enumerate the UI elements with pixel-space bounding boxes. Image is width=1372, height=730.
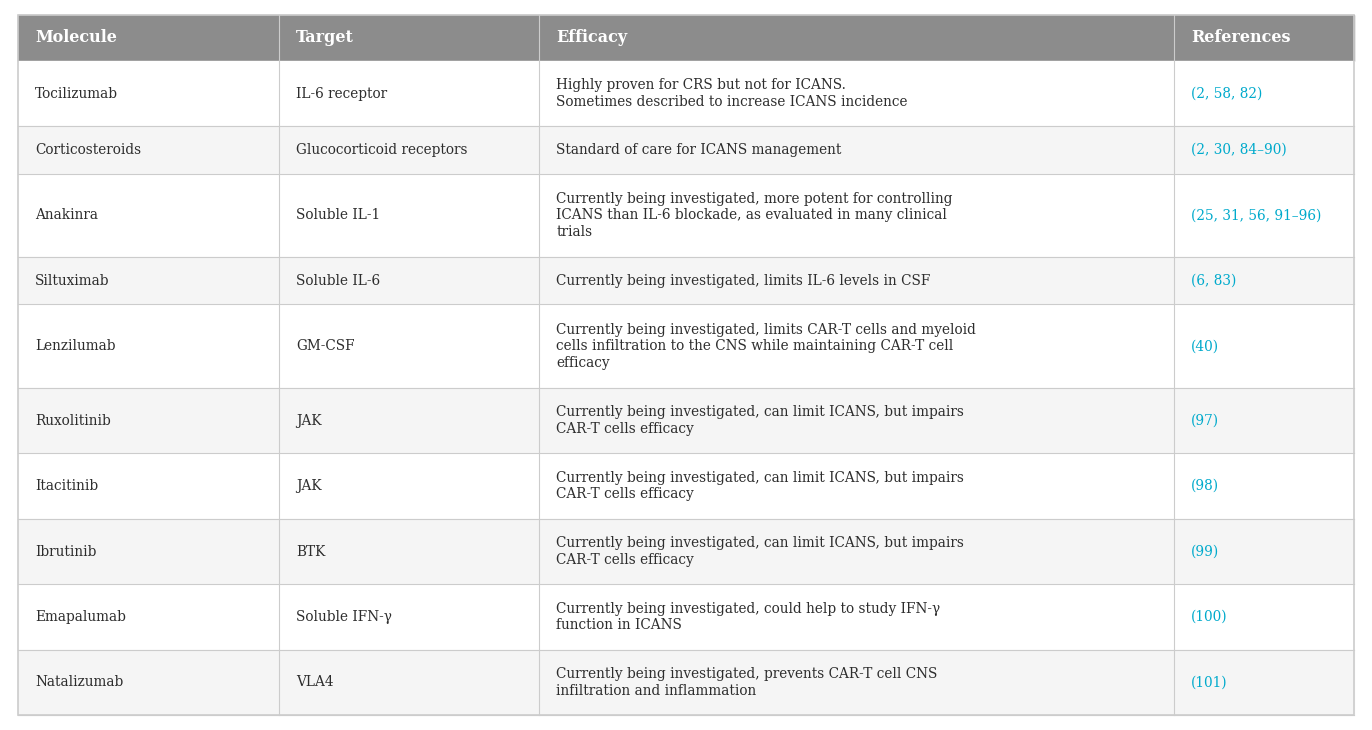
Text: (97): (97) xyxy=(1191,414,1220,428)
Text: CAR-T cells efficacy: CAR-T cells efficacy xyxy=(557,488,694,502)
Text: Ruxolitinib: Ruxolitinib xyxy=(36,414,111,428)
Text: Currently being investigated, more potent for controlling: Currently being investigated, more poten… xyxy=(557,192,954,206)
Text: Natalizumab: Natalizumab xyxy=(36,675,123,689)
Text: IL-6 receptor: IL-6 receptor xyxy=(296,87,387,101)
Bar xyxy=(18,304,1354,388)
Text: Currently being investigated, limits IL-6 levels in CSF: Currently being investigated, limits IL-… xyxy=(557,274,930,288)
Bar xyxy=(18,584,1354,650)
Text: GM-CSF: GM-CSF xyxy=(296,339,354,353)
Bar xyxy=(18,650,1354,715)
Text: Sometimes described to increase ICANS incidence: Sometimes described to increase ICANS in… xyxy=(557,95,908,109)
Text: (98): (98) xyxy=(1191,479,1220,493)
Text: Ibrutinib: Ibrutinib xyxy=(36,545,97,558)
Text: (2, 58, 82): (2, 58, 82) xyxy=(1191,87,1262,101)
Text: cells infiltration to the CNS while maintaining CAR-T cell: cells infiltration to the CNS while main… xyxy=(557,339,954,353)
Text: Lenzilumab: Lenzilumab xyxy=(36,339,115,353)
Bar xyxy=(18,519,1354,584)
Bar xyxy=(18,61,1354,126)
Bar xyxy=(18,15,1354,61)
Text: (100): (100) xyxy=(1191,610,1228,624)
Text: Target: Target xyxy=(296,29,354,47)
Text: Emapalumab: Emapalumab xyxy=(36,610,126,624)
Text: CAR-T cells efficacy: CAR-T cells efficacy xyxy=(557,422,694,436)
Text: (6, 83): (6, 83) xyxy=(1191,274,1236,288)
Text: Currently being investigated, prevents CAR-T cell CNS: Currently being investigated, prevents C… xyxy=(557,667,938,681)
Text: (101): (101) xyxy=(1191,675,1228,689)
Text: Siltuximab: Siltuximab xyxy=(36,274,110,288)
Text: Glucocorticoid receptors: Glucocorticoid receptors xyxy=(296,143,468,157)
Text: infiltration and inflammation: infiltration and inflammation xyxy=(557,683,757,698)
Text: Itacitinib: Itacitinib xyxy=(36,479,99,493)
Text: Currently being investigated, can limit ICANS, but impairs: Currently being investigated, can limit … xyxy=(557,405,965,420)
Text: (40): (40) xyxy=(1191,339,1220,353)
Text: Soluble IL-6: Soluble IL-6 xyxy=(296,274,380,288)
Text: References: References xyxy=(1191,29,1291,47)
Text: JAK: JAK xyxy=(296,414,321,428)
Text: Anakinra: Anakinra xyxy=(36,209,99,223)
Bar xyxy=(18,453,1354,519)
Text: Soluble IFN-γ: Soluble IFN-γ xyxy=(296,610,392,624)
Bar xyxy=(18,126,1354,174)
Text: trials: trials xyxy=(557,225,593,239)
Text: JAK: JAK xyxy=(296,479,321,493)
Text: Efficacy: Efficacy xyxy=(557,29,627,47)
Bar xyxy=(18,388,1354,453)
Text: function in ICANS: function in ICANS xyxy=(557,618,682,632)
Bar xyxy=(18,257,1354,304)
Text: BTK: BTK xyxy=(296,545,325,558)
Text: CAR-T cells efficacy: CAR-T cells efficacy xyxy=(557,553,694,566)
Text: Soluble IL-1: Soluble IL-1 xyxy=(296,209,380,223)
Text: Corticosteroids: Corticosteroids xyxy=(36,143,141,157)
Text: Currently being investigated, can limit ICANS, but impairs: Currently being investigated, can limit … xyxy=(557,471,965,485)
Text: Currently being investigated, could help to study IFN-γ: Currently being investigated, could help… xyxy=(557,602,941,615)
Text: Highly proven for CRS but not for ICANS.: Highly proven for CRS but not for ICANS. xyxy=(557,78,847,93)
Text: Standard of care for ICANS management: Standard of care for ICANS management xyxy=(557,143,842,157)
Text: ICANS than IL-6 blockade, as evaluated in many clinical: ICANS than IL-6 blockade, as evaluated i… xyxy=(557,209,947,223)
Text: Tocilizumab: Tocilizumab xyxy=(36,87,118,101)
Text: (2, 30, 84–90): (2, 30, 84–90) xyxy=(1191,143,1287,157)
Text: Currently being investigated, can limit ICANS, but impairs: Currently being investigated, can limit … xyxy=(557,537,965,550)
Text: VLA4: VLA4 xyxy=(296,675,333,689)
Bar xyxy=(18,174,1354,257)
Text: Molecule: Molecule xyxy=(36,29,117,47)
Text: efficacy: efficacy xyxy=(557,356,611,369)
Text: (99): (99) xyxy=(1191,545,1220,558)
Text: (25, 31, 56, 91–96): (25, 31, 56, 91–96) xyxy=(1191,209,1321,223)
Text: Currently being investigated, limits CAR-T cells and myeloid: Currently being investigated, limits CAR… xyxy=(557,323,977,337)
